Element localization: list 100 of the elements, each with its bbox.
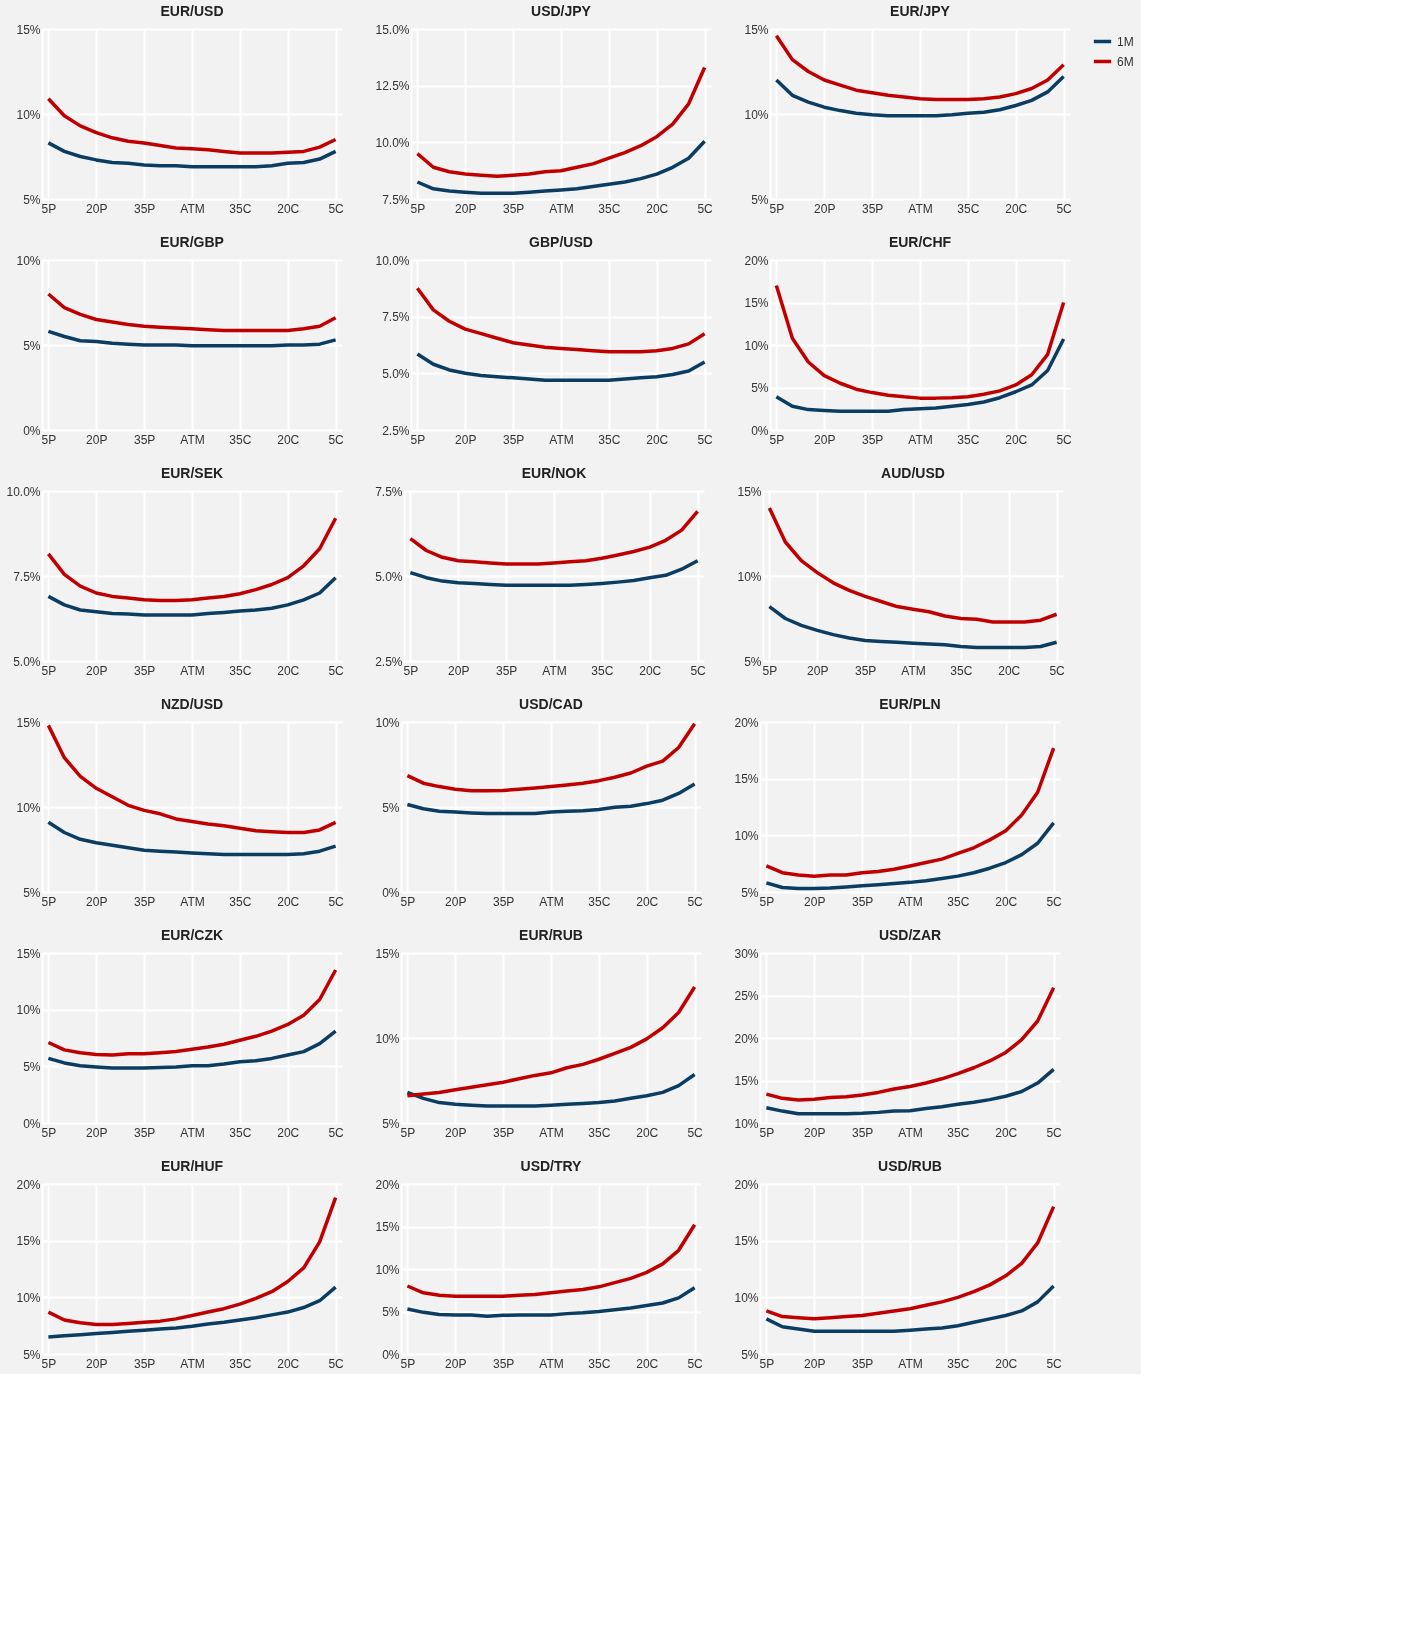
x-tick-label: 5P (41, 201, 57, 216)
y-tick-label: 2.5% (375, 654, 403, 669)
x-tick-label: 5P (759, 1356, 775, 1371)
line-series (405, 1285, 697, 1318)
x-tick-label: 5P (41, 663, 57, 678)
y-tick-label: 10% (16, 253, 41, 268)
x-tick-label: 35P (492, 894, 515, 909)
line-series (405, 985, 697, 1098)
y-tick-label: 10.0% (375, 135, 410, 150)
y-tick-label: 15% (737, 484, 762, 499)
y-tick-label: 5.0% (13, 654, 41, 669)
x-tick-label: 35C (229, 894, 252, 909)
x-tick-label: ATM (898, 894, 923, 909)
x-tick-label: 5C (1046, 894, 1063, 909)
line-series (415, 65, 707, 179)
y-tick-label: 0% (382, 1347, 400, 1362)
y-tick-label: 10% (16, 107, 41, 122)
y-tick-label: 30% (734, 946, 759, 961)
x-tick-label: 5P (400, 1356, 416, 1371)
y-tick-label: 20% (734, 1177, 759, 1192)
y-tick-label: 7.5% (382, 310, 410, 325)
x-tick-label: 35C (229, 201, 252, 216)
y-tick-label: 5.0% (375, 569, 403, 584)
y-tick-label: 15% (16, 715, 41, 730)
line-series (46, 820, 338, 857)
x-tick-label: 20C (277, 201, 300, 216)
x-tick-label: 5C (687, 1125, 704, 1140)
line-series (405, 782, 697, 816)
x-tick-label: 35C (229, 1356, 252, 1371)
x-tick-label: 5C (690, 663, 707, 678)
x-tick-label: 20P (86, 201, 108, 216)
y-tick-label: 7.5% (13, 569, 41, 584)
chart-title: GBP/USD (529, 234, 593, 250)
x-tick-label: 20P (86, 663, 108, 678)
x-tick-label: 35P (492, 1125, 515, 1140)
y-tick-label: 15% (375, 1220, 400, 1234)
x-tick-label: 35P (861, 201, 884, 216)
y-tick-label: 15% (16, 946, 41, 961)
x-tick-label: 35C (950, 663, 973, 678)
x-tick-label: 5P (41, 1356, 57, 1371)
line-series (46, 329, 338, 348)
x-tick-label: 35C (591, 663, 614, 678)
y-tick-label: 7.5% (375, 484, 403, 499)
x-tick-label: 35C (598, 201, 621, 216)
x-tick-label: 35P (495, 663, 518, 678)
x-tick-label: 35P (133, 1356, 156, 1371)
line-series (46, 141, 338, 169)
y-tick-label: 15% (744, 22, 769, 37)
line-series (764, 1067, 1056, 1116)
x-tick-label: 20C (277, 894, 300, 909)
line-series (46, 1285, 338, 1339)
x-tick-label: ATM (180, 663, 205, 678)
x-tick-label: 20P (445, 1356, 467, 1371)
x-tick-label: 20P (814, 432, 836, 447)
x-tick-label: 20P (807, 663, 829, 678)
y-tick-label: 15% (375, 946, 400, 961)
y-tick-label: 0% (382, 885, 400, 900)
chart-title: USD/ZAR (878, 927, 942, 943)
x-tick-label: ATM (901, 663, 926, 678)
chart-title: EUR/USD (160, 3, 224, 19)
x-tick-label: 5C (697, 201, 714, 216)
x-tick-label: 35C (229, 432, 252, 447)
chart-title: USD/CAD (519, 696, 583, 712)
line-series (46, 1195, 338, 1327)
x-tick-label: 35C (947, 1356, 970, 1371)
y-tick-label: 10% (734, 1116, 759, 1131)
y-tick-label: 10% (734, 1290, 759, 1305)
x-tick-label: ATM (180, 894, 205, 909)
x-tick-label: 35P (851, 894, 874, 909)
y-tick-label: 15% (744, 296, 769, 310)
x-tick-label: 20C (995, 1356, 1018, 1371)
x-tick-label: 5P (403, 663, 419, 678)
x-tick-label: 5P (769, 201, 785, 216)
x-tick-label: ATM (549, 432, 574, 447)
x-tick-label: 20C (636, 1125, 659, 1140)
chart-title: USD/RUB (878, 1158, 942, 1174)
x-tick-label: 35C (588, 894, 611, 909)
x-tick-label: 35P (851, 1356, 874, 1371)
x-tick-label: ATM (180, 201, 205, 216)
x-tick-label: 5P (400, 1125, 416, 1140)
x-tick-label: 5C (1049, 663, 1066, 678)
x-tick-label: 20P (445, 1125, 467, 1140)
x-tick-label: 20P (455, 432, 477, 447)
x-tick-label: 20P (445, 894, 467, 909)
y-tick-label: 10% (375, 715, 400, 730)
x-tick-label: 5C (328, 1356, 345, 1371)
y-tick-label: 20% (375, 1177, 400, 1192)
x-tick-label: 20C (995, 894, 1018, 909)
x-tick-label: 20P (814, 201, 836, 216)
y-tick-label: 5% (23, 192, 41, 207)
y-tick-label: 10% (744, 338, 769, 353)
line-series (764, 1204, 1056, 1321)
x-tick-label: 20P (86, 432, 108, 447)
x-tick-label: 35C (957, 201, 980, 216)
line-series (46, 1029, 338, 1070)
x-tick-label: 5C (328, 1125, 345, 1140)
y-tick-label: 20% (734, 715, 759, 730)
x-tick-label: 20P (455, 201, 477, 216)
x-tick-label: 35C (588, 1356, 611, 1371)
chart-title: EUR/SEK (160, 465, 224, 481)
